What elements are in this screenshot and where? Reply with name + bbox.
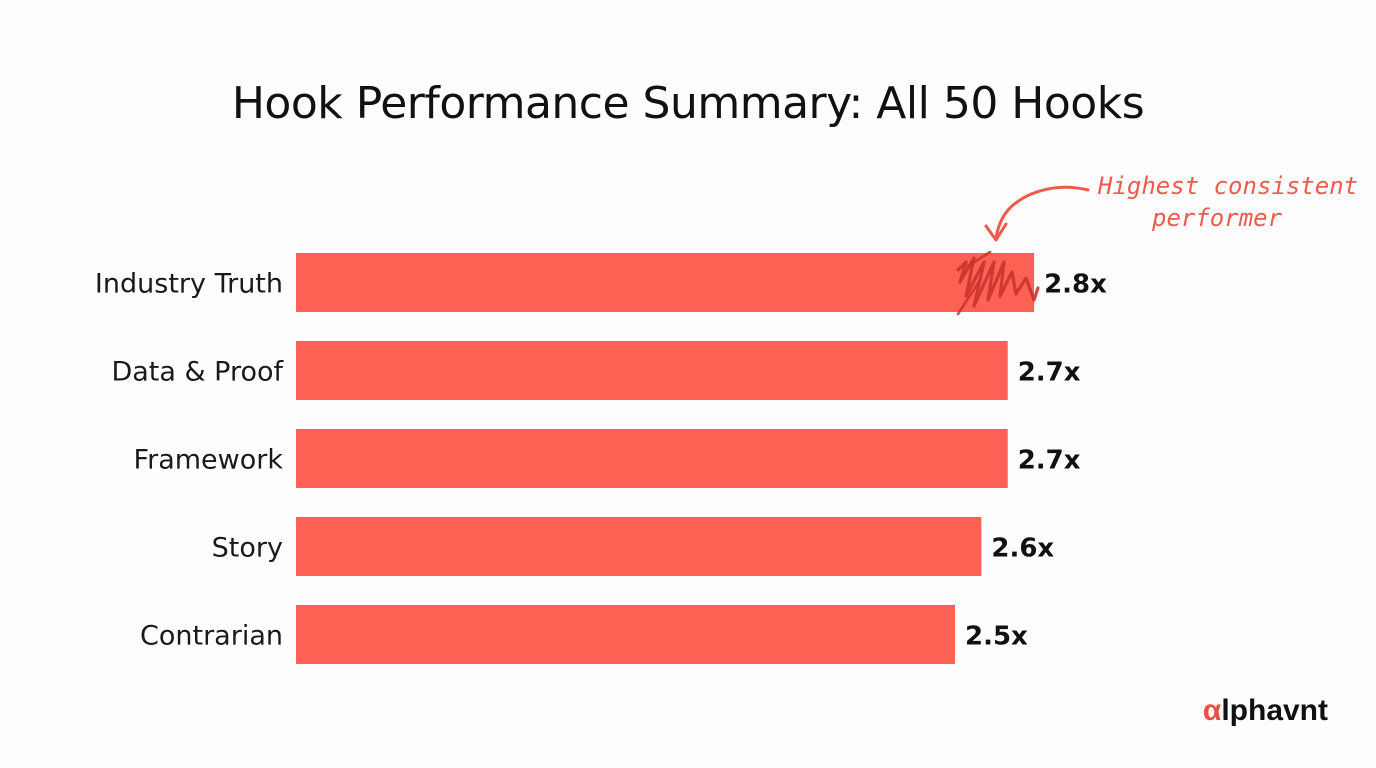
bar-industry-truth <box>296 253 1035 312</box>
brand-logo-text: lphavnt <box>1221 694 1328 727</box>
value-label: 2.5x <box>965 622 1028 652</box>
annotation-scribble <box>956 256 1040 308</box>
category-label: Story <box>212 533 283 564</box>
annotation-arrow <box>994 185 1090 240</box>
bars-layer: Industry Truth 2.8x Data & Proof 2.7x Framew… <box>95 253 1107 664</box>
bar-framework <box>296 429 1008 488</box>
category-label: Data & Proof <box>111 357 284 388</box>
bar-data-proof <box>296 341 1008 400</box>
chart-title: Hook Performance Summary: All 50 Hooks <box>231 78 1145 129</box>
annotation-arrowhead <box>984 222 1008 242</box>
bar-contrarian <box>296 605 955 664</box>
value-label: 2.7x <box>1018 446 1081 476</box>
annotation: Highest consistent performer <box>956 172 1358 316</box>
value-label: 2.6x <box>991 534 1054 564</box>
value-label: 2.8x <box>1044 270 1107 300</box>
annotation-line-2: performer <box>1151 204 1283 232</box>
brand-logo: αlphavnt <box>1203 694 1328 728</box>
value-label: 2.7x <box>1018 358 1081 388</box>
category-label: Contrarian <box>140 621 283 652</box>
annotation-line-1: Highest consistent <box>1097 172 1358 200</box>
brand-logo-accent: α <box>1202 694 1222 727</box>
category-label: Industry Truth <box>95 269 283 300</box>
category-label: Framework <box>134 445 284 476</box>
bar-story <box>296 517 982 576</box>
annotation-scribble-tail <box>956 250 992 316</box>
